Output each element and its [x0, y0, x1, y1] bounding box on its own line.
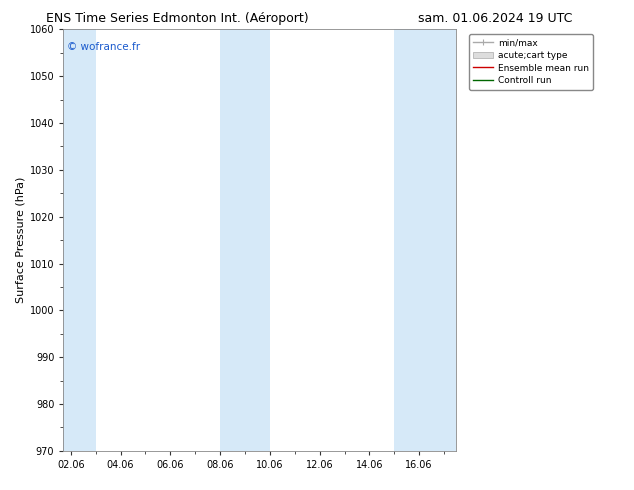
Legend: min/max, acute;cart type, Ensemble mean run, Controll run: min/max, acute;cart type, Ensemble mean … — [469, 34, 593, 90]
Bar — [394, 29, 456, 451]
Text: ENS Time Series Edmonton Int. (Aéroport): ENS Time Series Edmonton Int. (Aéroport) — [46, 12, 309, 25]
Y-axis label: Surface Pressure (hPa): Surface Pressure (hPa) — [16, 177, 25, 303]
Text: © wofrance.fr: © wofrance.fr — [67, 42, 141, 52]
Bar — [220, 29, 270, 451]
Bar — [63, 29, 96, 451]
Text: sam. 01.06.2024 19 UTC: sam. 01.06.2024 19 UTC — [418, 12, 573, 25]
